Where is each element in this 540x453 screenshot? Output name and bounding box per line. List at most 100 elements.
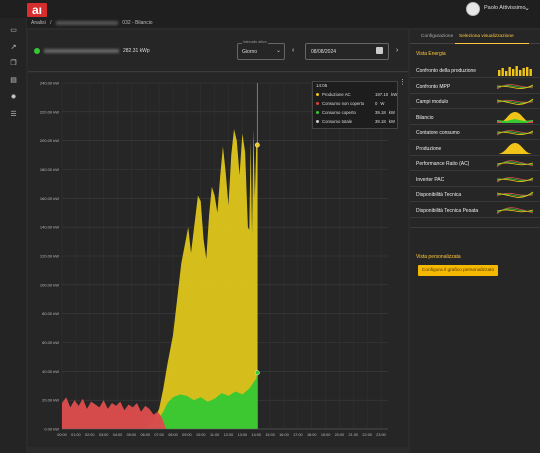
chart-tooltip [312, 81, 398, 129]
documents-icon[interactable]: ❐ [10, 60, 17, 67]
tooltip-value-number: 197.10 [375, 92, 389, 97]
vista-energia-title: Vista Energia [416, 51, 446, 57]
series-area-produzione-ac [62, 129, 258, 429]
x-tick-label: 20:00 [335, 433, 345, 437]
vista-item[interactable] [410, 172, 540, 187]
vista-item-label[interactable]: Disponibilità Tecnica [416, 192, 462, 198]
y-tick-label: 80.00 kW [42, 311, 59, 316]
period-select-value[interactable]: Giorno [242, 49, 258, 55]
x-tick-label: 21:00 [349, 433, 359, 437]
y-tick-label: 20.00 kW [42, 398, 59, 403]
vista-item-label[interactable]: Produzione [416, 145, 442, 152]
tooltip-time: 14:05 [316, 83, 328, 88]
tooltip-row: Consumo coperto [316, 110, 356, 115]
y-tick-label: 240.00 kW [40, 81, 59, 86]
x-tick-label: 02:00 [85, 433, 95, 437]
x-tick-label: 23:00 [376, 433, 386, 437]
x-tick-label: 04:00 [113, 433, 123, 437]
plant-status-indicator [34, 48, 40, 54]
vista-item-label[interactable]: Bilancio [416, 114, 434, 121]
line-spark-icon [496, 83, 534, 89]
configure-custom-chart-button[interactable]: Configura il grafico personalizzato [418, 265, 498, 276]
vista-item-label[interactable]: Contatore consumo [416, 130, 460, 136]
x-tick-label: 16:00 [279, 433, 289, 437]
series-dot-icon [316, 93, 319, 97]
y-tick-label: 140.00 kW [40, 225, 59, 230]
line-spark-icon [496, 206, 534, 214]
tab-seleziona-visualizzazione[interactable]: Seleziona visualizzazione [459, 34, 514, 39]
tooltip-row-value: 39.18 kW [375, 110, 395, 115]
prev-date-button[interactable]: ‹ [292, 47, 295, 54]
vista-item-label[interactable]: Confronto MPP [416, 83, 451, 90]
y-tick-label: 60.00 kW [42, 340, 59, 345]
x-tick-label: 01:00 [71, 433, 81, 437]
x-tick-label: 06:00 [140, 433, 150, 437]
gear-icon[interactable]: ✹ [10, 94, 17, 101]
top-bar [0, 0, 540, 18]
calendar-icon[interactable] [376, 47, 383, 54]
date-value[interactable]: 08/08/2024 [311, 49, 337, 55]
redacted-plant-name [55, 20, 118, 25]
vista-item[interactable] [410, 203, 540, 218]
vista-item[interactable] [410, 94, 540, 109]
tooltip-row-value: 39.18 kW [375, 119, 395, 124]
vista-item-label[interactable]: Disponibilità Tecnica Pesata [416, 207, 479, 214]
tab-configurazione[interactable]: Configurazione [421, 34, 454, 39]
series-dot-icon [316, 120, 319, 124]
x-tick-label: 03:00 [99, 433, 109, 437]
x-tick-label: 07:00 [154, 433, 164, 437]
x-tick-label: 11:00 [210, 433, 219, 437]
energy-balance-chart[interactable]: 0.00 kW 20.00 kW 40.00 kW 60.00 kW 80.00 kW 1… [28, 73, 408, 447]
cursor-point [254, 142, 260, 148]
tooltip-row: Consumo non coperto [316, 101, 364, 106]
chevron-down-icon[interactable]: ⌄ [276, 48, 282, 54]
vista-item-label[interactable]: Inverter PAC [416, 176, 445, 183]
trend-icon[interactable]: ↗ [10, 44, 17, 51]
x-tick-label: 08:00 [168, 433, 178, 437]
breadcrumb-root[interactable]: Analisi [31, 20, 46, 26]
clipboard-icon[interactable]: ▤ [10, 77, 17, 84]
vista-item[interactable] [410, 141, 540, 156]
vista-item[interactable] [410, 125, 540, 140]
vista-item[interactable] [410, 156, 540, 171]
tooltip-row: Consumo totale [316, 119, 352, 124]
breadcrumb: Analisi / 032 - Bilancio [27, 18, 540, 28]
user-avatar[interactable] [466, 2, 480, 16]
vista-item[interactable] [410, 63, 540, 78]
series-area-consumo-coperto [62, 372, 258, 429]
y-tick-label: 100.00 kW [40, 282, 59, 287]
y-tick-label: 0.00 kW [44, 427, 59, 432]
chart-menu-icon[interactable]: ⋮ [399, 79, 406, 86]
tooltip-value-number: 39.18 [375, 119, 386, 124]
list-icon[interactable]: ☰ [10, 111, 17, 118]
y-tick-label: 180.00 kW [40, 167, 59, 172]
x-tick-label: 22:00 [362, 433, 372, 437]
line-spark-icon [496, 176, 534, 182]
vista-item-label[interactable]: Confronto della produzione [416, 68, 477, 74]
line-spark-icon [496, 191, 534, 198]
vista-item[interactable] [410, 187, 540, 202]
vista-item[interactable] [410, 79, 540, 94]
breadcrumb-current: 032 - Bilancio [122, 20, 153, 26]
chevron-down-icon[interactable]: ⌄ [524, 5, 530, 12]
x-tick-label: 19:00 [321, 433, 331, 437]
vista-item[interactable] [410, 110, 540, 125]
redacted-plant-label [44, 49, 119, 53]
breadcrumb-separator: / [50, 20, 52, 26]
date-picker[interactable] [305, 43, 389, 60]
tooltip-value-unit: kW [388, 119, 395, 124]
tooltip-value-unit: kW [391, 92, 398, 97]
tooltip-row-label: Consumo coperto [322, 110, 356, 115]
vista-item-label[interactable]: Performance Ratio (AC) [416, 161, 470, 167]
tooltip-row-label: Consumo non coperto [322, 101, 365, 106]
app-logo[interactable]: aı [27, 3, 47, 17]
tooltip-value-number: 39.18 [375, 110, 386, 115]
monitor-icon[interactable]: ▭ [10, 27, 17, 34]
user-name[interactable]: Paolo Attivissimo [484, 5, 526, 11]
x-tick-label: 09:00 [182, 433, 192, 437]
x-tick-label: 17:00 [293, 433, 303, 437]
next-date-button[interactable]: › [396, 47, 399, 54]
cursor-point [254, 370, 260, 376]
vista-item-label[interactable]: Campi modulo [416, 99, 449, 105]
